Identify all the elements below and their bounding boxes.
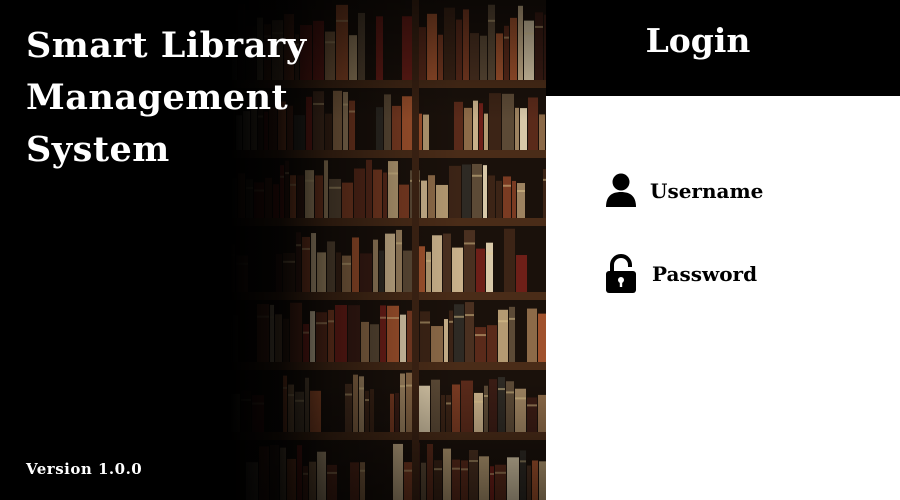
lock-icon <box>602 253 640 295</box>
app-title: Smart Library Management System <box>26 20 386 176</box>
app-title-line-2: Management <box>26 77 289 118</box>
hero-vertical-overlay <box>0 0 546 500</box>
login-title: Login <box>645 21 751 60</box>
login-panel: Login Username Password <box>546 0 900 500</box>
app-title-line-1: Smart Library <box>26 25 307 66</box>
password-label: Password <box>652 262 758 286</box>
username-label: Username <box>650 179 764 203</box>
hero-panel: Smart Library Management System Version … <box>0 0 546 500</box>
user-icon <box>602 170 640 212</box>
login-header: Login <box>546 0 900 96</box>
password-field[interactable]: Password <box>602 253 757 295</box>
app-title-line-3: System <box>26 129 170 170</box>
version-label: Version 1.0.0 <box>26 460 143 478</box>
username-field[interactable]: Username <box>602 170 763 212</box>
